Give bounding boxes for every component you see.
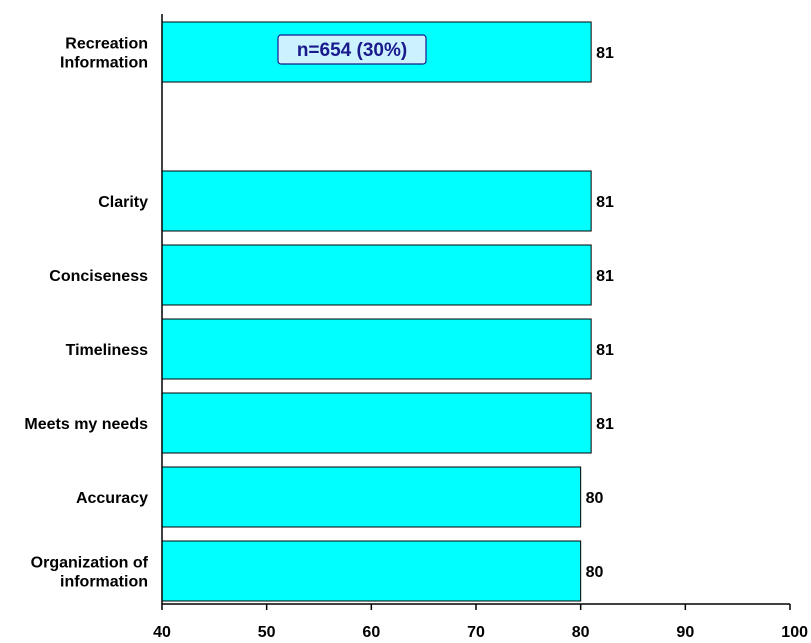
value-labels: 81 81 81 81 81 80 80 xyxy=(586,45,614,581)
category-labels: Recreation Information Clarity Conciseness T… xyxy=(24,36,148,591)
bar xyxy=(161,244,592,306)
bar xyxy=(161,466,582,528)
value-label: 81 xyxy=(596,342,614,359)
bar xyxy=(161,318,592,380)
bar xyxy=(161,392,592,454)
category-label: Recreation xyxy=(65,36,148,53)
x-tick-label: 80 xyxy=(572,624,590,641)
value-label: 80 xyxy=(586,564,604,581)
category-label: Information xyxy=(60,55,148,72)
value-label: 81 xyxy=(596,194,614,211)
category-label: Meets my needs xyxy=(24,416,148,433)
bar xyxy=(161,170,592,232)
category-label: Conciseness xyxy=(49,268,148,285)
x-tick-label: 60 xyxy=(362,624,380,641)
sample-size-annotation: n=654 (30%) xyxy=(277,34,427,65)
bar xyxy=(161,540,582,602)
x-ticks: 40 50 60 70 80 90 100 xyxy=(153,604,808,641)
x-tick-label: 40 xyxy=(153,624,171,641)
category-label: Clarity xyxy=(98,194,148,211)
value-label: 80 xyxy=(586,490,604,507)
value-label: 81 xyxy=(596,416,614,433)
value-label: 81 xyxy=(596,45,614,62)
category-label: information xyxy=(60,574,148,591)
annotation-box xyxy=(277,34,427,65)
x-tick-label: 100 xyxy=(781,624,808,641)
category-label: Accuracy xyxy=(76,490,148,507)
category-label: Organization of xyxy=(31,555,149,572)
x-tick-label: 50 xyxy=(258,624,276,641)
bars-group xyxy=(161,21,592,602)
x-tick-label: 70 xyxy=(467,624,485,641)
value-label: 81 xyxy=(596,268,614,285)
category-label: Timeliness xyxy=(66,342,149,359)
x-tick-label: 90 xyxy=(676,624,694,641)
annotation-text: n=654 (30%) xyxy=(297,40,407,61)
